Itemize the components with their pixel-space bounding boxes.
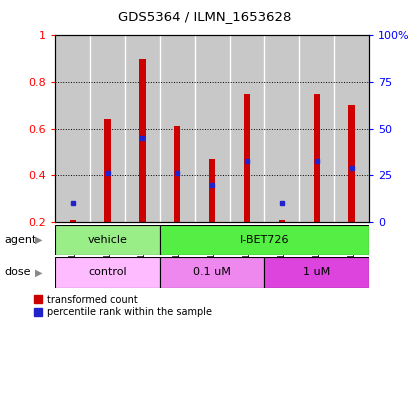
Bar (139, 59, 145, 222)
Bar (90, 35, 125, 222)
Bar (55, 257, 160, 288)
Text: ▶: ▶ (35, 267, 43, 277)
Bar (333, 35, 368, 222)
Bar (264, 257, 368, 288)
Bar (160, 257, 264, 288)
Bar (243, 94, 249, 222)
Bar (209, 159, 215, 222)
Legend: transformed count, percentile rank within the sample: transformed count, percentile rank withi… (34, 294, 211, 318)
Text: 1 uM: 1 uM (302, 267, 330, 277)
Bar (70, 220, 76, 222)
Bar (194, 35, 229, 222)
Bar (55, 225, 160, 255)
Bar (348, 105, 354, 222)
Text: vehicle: vehicle (88, 235, 127, 245)
Bar (174, 127, 180, 222)
Text: dose: dose (4, 267, 31, 277)
Bar (264, 35, 299, 222)
Bar (229, 35, 264, 222)
Bar (125, 35, 160, 222)
Bar (299, 35, 333, 222)
Text: agent: agent (4, 235, 36, 245)
Text: control: control (88, 267, 127, 277)
Text: GDS5364 / ILMN_1653628: GDS5364 / ILMN_1653628 (118, 10, 291, 23)
Bar (55, 35, 90, 222)
Bar (160, 225, 368, 255)
Bar (278, 220, 284, 222)
Bar (313, 94, 319, 222)
Bar (104, 119, 110, 222)
Text: 0.1 uM: 0.1 uM (193, 267, 231, 277)
Text: I-BET726: I-BET726 (239, 235, 288, 245)
Bar (160, 35, 194, 222)
Text: ▶: ▶ (35, 235, 43, 245)
